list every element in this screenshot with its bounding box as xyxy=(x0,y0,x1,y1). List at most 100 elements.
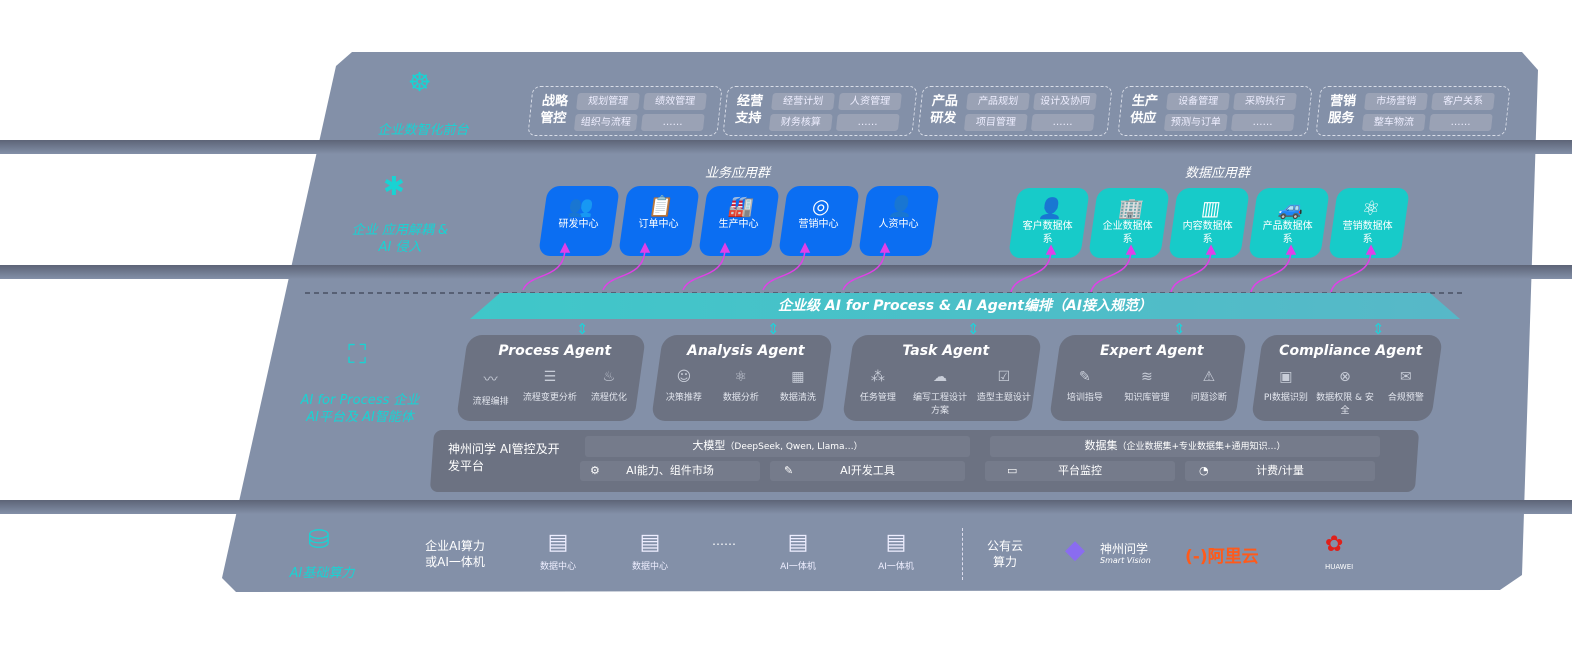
link-arrow xyxy=(1010,249,1052,293)
agent-title: Task Agent xyxy=(902,343,990,359)
more-ellipsis: …… xyxy=(712,534,736,548)
layer-divider xyxy=(0,500,1572,514)
agent-title: Expert Agent xyxy=(1099,343,1204,359)
platform-title: 神州问学 AI管控及开发平台 xyxy=(448,442,560,473)
server-icon: ▤ xyxy=(885,530,907,555)
bidirectional-arrow-icon: ⇕ xyxy=(1173,320,1186,338)
gauge-icon: ◔ xyxy=(1199,464,1209,477)
model-header: 大模型（DeepSeek, Qwen, Llama…） xyxy=(585,436,970,457)
aliyun-logo: (-)阿里云 xyxy=(1185,547,1259,567)
monitor-icon: ▭ xyxy=(1007,464,1018,477)
server-icon: ▤ xyxy=(639,530,661,555)
capability-icon: ▦ xyxy=(790,369,805,385)
server-icon: ▤ xyxy=(547,530,569,555)
capability-icon: ☁ xyxy=(932,369,947,385)
network-node-icon: ✱ xyxy=(383,172,405,202)
data-apps-title: 数据应用群 xyxy=(1185,166,1251,181)
capability-icon: ⚠ xyxy=(1202,369,1216,385)
enterprise-compute-label: 企业AI算力 或AI一体机 xyxy=(425,539,485,569)
capability-icon: ☑ xyxy=(997,369,1010,385)
dataset-header: 数据集（企业数据集+专业数据集+通用知识…） xyxy=(990,436,1380,457)
layer-label-frontend: 企业数智化前台 xyxy=(377,123,469,138)
layer-label-ai: AI for Process 企业AI平台及 AI智能体 xyxy=(300,393,420,425)
model-note: （DeepSeek, Qwen, Llama…） xyxy=(725,442,863,452)
huawei-logo-icon: ✿ xyxy=(1325,532,1344,557)
smart-vision-sub: Smart Vision xyxy=(1100,556,1151,565)
bidirectional-arrow-icon: ⇕ xyxy=(967,320,980,338)
link-arrow xyxy=(1170,249,1212,293)
agent-capability[interactable]: ≋ 知识库管理 xyxy=(1117,369,1177,403)
model-label: 大模型 xyxy=(692,439,726,452)
capability-icon: ♨ xyxy=(602,369,616,385)
layer-label-apps: 企业 应用解耦 & AI 侵入 xyxy=(351,223,449,255)
agent-capability[interactable]: ▣ PI数据识别 xyxy=(1256,369,1316,403)
bidirectional-arrow-icon: ⇕ xyxy=(576,320,589,338)
capability-icon: ✎ xyxy=(1079,369,1091,385)
capability-icon: ☰ xyxy=(543,369,557,385)
agent-capability[interactable]: ⚠ 问题诊断 xyxy=(1179,369,1239,403)
compute-node[interactable]: ▤ 数据中心 xyxy=(620,530,680,572)
agent-capability[interactable]: ⚛ 数据分析 xyxy=(711,369,771,403)
dev-tools[interactable]: ✎ AI开发工具 xyxy=(770,461,965,481)
billing-metering[interactable]: ◔ 计费/计量 xyxy=(1185,461,1375,481)
agent-capability[interactable]: ☺ 决策推荐 xyxy=(654,369,714,403)
capability-icon: ⊗ xyxy=(1339,369,1351,385)
compute-node[interactable]: ▤ 数据中心 xyxy=(528,530,588,572)
link-arrow xyxy=(682,247,726,291)
link-arrow xyxy=(522,247,566,291)
layer-label-infra: AI基础算力 xyxy=(289,566,355,581)
ai-orchestration-banner: 企业级 AI for Process & AI Agent编排（AI接入规范） xyxy=(470,293,1460,319)
dev-tool-icon: ✎ xyxy=(784,464,794,477)
agent-card[interactable]: Expert Agent ✎ 培训指导 ≋ 知识库管理 ⚠ 问题诊断 xyxy=(1048,335,1248,421)
bidirectional-arrow-icon: ⇕ xyxy=(1372,320,1385,338)
compute-node[interactable]: ▤ AI一体机 xyxy=(768,530,828,572)
agent-card[interactable]: Process Agent 〰流程编排 ☰ 流程变更分析 ♨ 流程优化 xyxy=(455,335,647,421)
agent-card[interactable]: Compliance Agent ▣ PI数据识别 ⊗ 数据权限 & 安全 ✉ 合规预警 xyxy=(1250,335,1444,421)
link-arrow xyxy=(762,247,806,291)
capability-icon: ⚛ xyxy=(734,369,748,385)
agent-capability[interactable]: 〰流程编排 xyxy=(460,369,520,407)
capability-icon: ▣ xyxy=(1279,369,1293,385)
platform-monitor[interactable]: ▭ 平台监控 xyxy=(985,461,1175,481)
server-icon: ▤ xyxy=(787,530,809,555)
database-icon: ⛁ xyxy=(308,525,330,555)
agent-title: Process Agent xyxy=(498,343,612,359)
layer-divider xyxy=(0,265,1572,279)
link-arrow xyxy=(1090,249,1132,293)
link-arrow xyxy=(1250,249,1292,293)
agent-capability[interactable]: ✎ 培训指导 xyxy=(1055,369,1115,403)
agent-capability[interactable]: ♨ 流程优化 xyxy=(579,369,639,403)
agent-capability[interactable]: ☰ 流程变更分析 xyxy=(520,369,580,403)
agent-capability[interactable]: ⊗ 数据权限 & 安全 xyxy=(1316,369,1374,416)
link-arrow xyxy=(1330,249,1372,293)
market-icon: ⚙ xyxy=(590,464,600,477)
agent-capability[interactable]: ⁂ 任务管理 xyxy=(848,369,908,403)
capability-icon: 〰 xyxy=(483,372,498,388)
agent-capability[interactable]: ▦ 数据清洗 xyxy=(768,369,828,403)
agent-card[interactable]: Task Agent ⁂ 任务管理 ☁ 编写工程设计方案 ☑ 造型主题设计 xyxy=(841,335,1043,421)
agent-capability[interactable]: ✉ 合规预警 xyxy=(1376,369,1436,403)
capability-icon: ☺ xyxy=(676,369,692,385)
face-scan-icon: ⛶ xyxy=(348,340,367,370)
public-cloud-label: 公有云 算力 xyxy=(986,539,1023,569)
component-market[interactable]: ⚙ AI能力、组件市场 xyxy=(580,461,760,481)
compute-node[interactable]: ▤ AI一体机 xyxy=(866,530,926,572)
agent-title: Analysis Agent xyxy=(687,343,805,359)
business-apps-title: 业务应用群 xyxy=(705,166,771,181)
agent-card[interactable]: Analysis Agent ☺ 决策推荐 ⚛ 数据分析 ▦ 数据清洗 xyxy=(650,335,834,421)
capability-icon: ⁂ xyxy=(871,369,886,385)
dataset-label: 数据集 xyxy=(1084,439,1118,452)
agent-capability[interactable]: ☑ 造型主题设计 xyxy=(974,369,1034,403)
smart-vision-logo-icon: ◆ xyxy=(1065,535,1085,565)
link-arrow xyxy=(602,247,646,291)
agent-capability[interactable]: ☁ 编写工程设计方案 xyxy=(910,369,970,416)
infra-divider xyxy=(962,528,963,580)
layer-divider xyxy=(0,140,1572,154)
link-arrow xyxy=(842,247,886,291)
capability-icon: ✉ xyxy=(1400,369,1412,385)
agent-title: Compliance Agent xyxy=(1279,343,1423,359)
capability-icon: ≋ xyxy=(1141,369,1153,385)
brain-head-icon: ☸ xyxy=(408,68,432,98)
dataset-note: （企业数据集+专业数据集+通用知识…） xyxy=(1117,442,1286,452)
